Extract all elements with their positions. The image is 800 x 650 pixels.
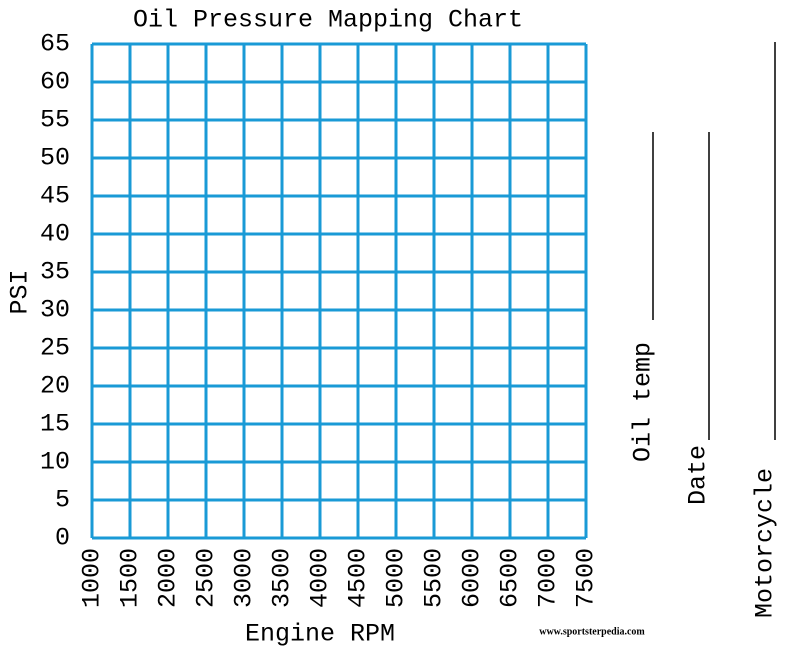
y-tick-label: 5 [55,486,70,515]
chart-title: Oil Pressure Mapping Chart [133,6,523,35]
x-tick-label: 6000 [458,548,487,608]
x-tick-label: 7000 [534,548,563,608]
x-tick-label: 5000 [382,548,411,608]
y-tick-label: 0 [55,524,70,553]
x-tick-label: 2000 [154,548,183,608]
field-label: Motorcycle [751,468,780,618]
x-tick-label: 5500 [420,548,449,608]
y-tick-label: 60 [40,68,70,97]
y-tick-label: 30 [40,296,70,325]
x-tick-label: 3500 [268,548,297,608]
y-tick-label: 35 [40,258,70,287]
y-tick-label: 20 [40,372,70,401]
x-tick-label: 4000 [306,548,335,608]
y-tick-label: 40 [40,220,70,249]
x-tick-label: 3000 [230,548,259,608]
source: www.sportsterpedia.com [539,626,645,637]
y-tick-label: 45 [40,182,70,211]
y-tick-label: 55 [40,106,70,135]
y-tick-label: 15 [40,410,70,439]
x-tick-label: 7500 [572,548,601,608]
x-tick-label: 4500 [344,548,373,608]
y-axis-label: PSI [6,269,35,314]
y-tick-label: 50 [40,144,70,173]
y-tick-label: 25 [40,334,70,363]
field-label: Date [684,445,713,505]
y-tick-label: 65 [40,30,70,59]
y-tick-label: 10 [40,448,70,477]
x-axis-label: Engine RPM [245,620,395,649]
x-tick-label: 1000 [78,548,107,608]
x-tick-label: 1500 [116,548,145,608]
x-tick-label: 2500 [192,548,221,608]
x-tick-label: 6500 [496,548,525,608]
field-label: Oil temp [629,342,658,462]
